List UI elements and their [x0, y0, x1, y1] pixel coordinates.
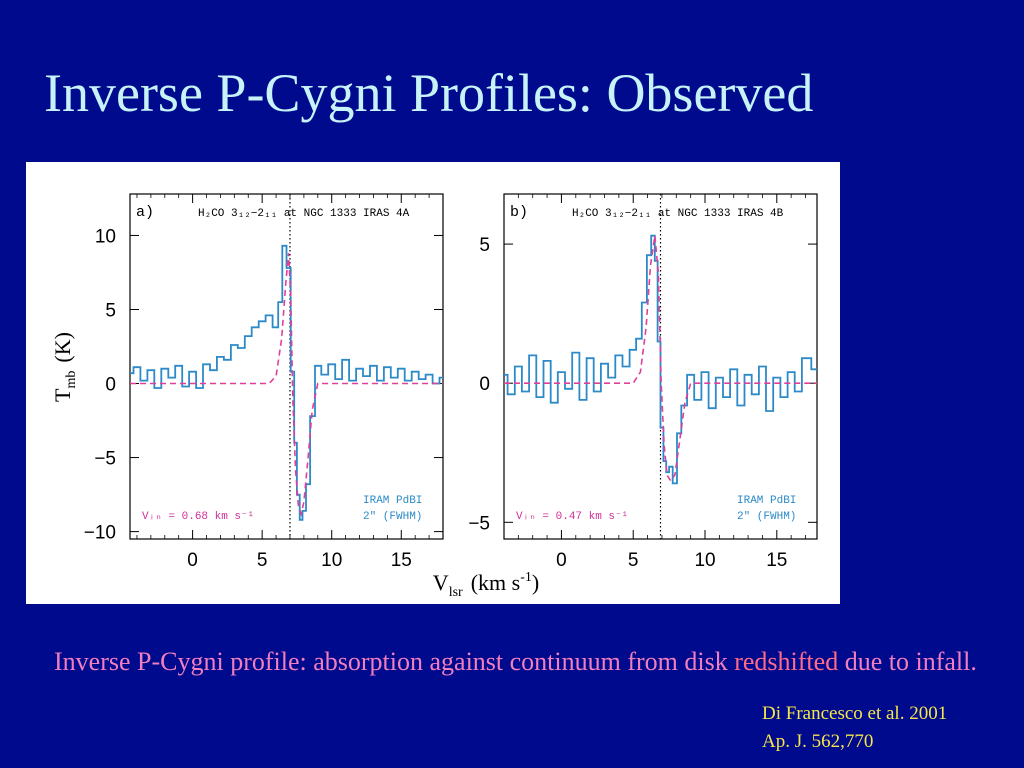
panel-b-y-tick-label: 5: [479, 235, 490, 256]
panel-b-header: H₂CO 3₁₂−2₁₁ at NGC 1333 IRAS 4B: [572, 208, 784, 220]
panel-b-instrument-annotation: 2" (FWHM): [737, 511, 796, 523]
panel-b-x-tick-label: 15: [766, 550, 787, 571]
panel-b-model-spectrum: [504, 235, 817, 482]
panel-b-y-tick-label: 0: [479, 374, 490, 395]
caption: Inverse P-Cygni profile: absorption agai…: [54, 642, 977, 682]
panel-a-y-tick-label: 0: [105, 375, 116, 396]
panel-a-instrument-annotation: 2" (FWHM): [363, 511, 422, 523]
spectra-chart: Tmb (K) Vlsr (km s-1) 0 5 10 15 10 5 0 −5 −10 a) H₂C…: [50, 193, 818, 600]
citation-line-1: Di Francesco et al. 2001: [762, 703, 948, 724]
panel-a-infall-velocity-annotation: Vᵢₙ = 0.68 km s⁻¹: [142, 511, 254, 523]
panel-a-x-tick-label: 0: [187, 550, 198, 571]
panel-b-observed-spectrum: [504, 234, 817, 485]
citation: Di Francesco et al. 2001 Ap. J. 562,770: [762, 700, 947, 756]
caption-text-2: due to infall.: [838, 647, 977, 676]
x-axis-label: Vlsr (km s-1): [433, 570, 539, 600]
y-axis-label-main: T: [50, 388, 75, 402]
panel-b-x-tick-label: 10: [694, 550, 715, 571]
spectra-figure: Tmb (K) Vlsr (km s-1) 0 5 10 15 10 5 0 −5 −10 a) H₂C…: [26, 162, 840, 604]
panel-a-model-spectrum: [130, 253, 443, 517]
panel-a-y-tick-label: −10: [84, 523, 116, 544]
panel-a-x-tick-label: 5: [257, 550, 268, 571]
caption-text-1: Inverse P-Cygni profile: absorption agai…: [54, 647, 735, 676]
panel-a-instrument-annotation: IRAM PdBI: [363, 495, 422, 507]
x-axis-label-exp: -1: [520, 570, 532, 585]
x-axis-label-sub: lsr: [449, 585, 463, 600]
panel-a-y-tick-label: −5: [94, 449, 116, 470]
y-axis-label-sub: mb: [64, 371, 79, 389]
panel-b-y-tick-label: −5: [468, 513, 490, 534]
citation-line-2: Ap. J. 562,770: [762, 731, 874, 752]
x-axis-label-unit: (km s: [471, 570, 521, 595]
panel-a-header: H₂CO 3₁₂−2₁₁ at NGC 1333 IRAS 4A: [198, 208, 410, 220]
x-axis-label-main: V: [433, 570, 449, 595]
panel-a-y-tick-label: 5: [105, 300, 116, 321]
caption-highlight: redshifted: [734, 647, 839, 676]
panel-b-x-tick-label: 5: [628, 550, 639, 571]
panel-b-instrument-annotation: IRAM PdBI: [737, 495, 796, 507]
x-axis-label-close: ): [532, 570, 539, 595]
panel-a-frame: [129, 193, 444, 540]
panel-a-x-tick-label: 15: [391, 550, 412, 571]
panel-b-infall-velocity-annotation: Vᵢₙ = 0.47 km s⁻¹: [516, 511, 628, 523]
panel-b-label: b): [510, 204, 528, 221]
y-axis-label-unit: (K): [50, 332, 75, 363]
panel-a-x-tick-label: 10: [321, 550, 342, 571]
panel-b-x-tick-label: 0: [556, 550, 567, 571]
slide-title: Inverse P-Cygni Profiles: Observed: [44, 63, 814, 123]
y-axis-label: Tmb (K): [50, 332, 79, 402]
panel-a-label: a): [136, 204, 154, 221]
panel-a-y-tick-label: 10: [95, 226, 116, 247]
